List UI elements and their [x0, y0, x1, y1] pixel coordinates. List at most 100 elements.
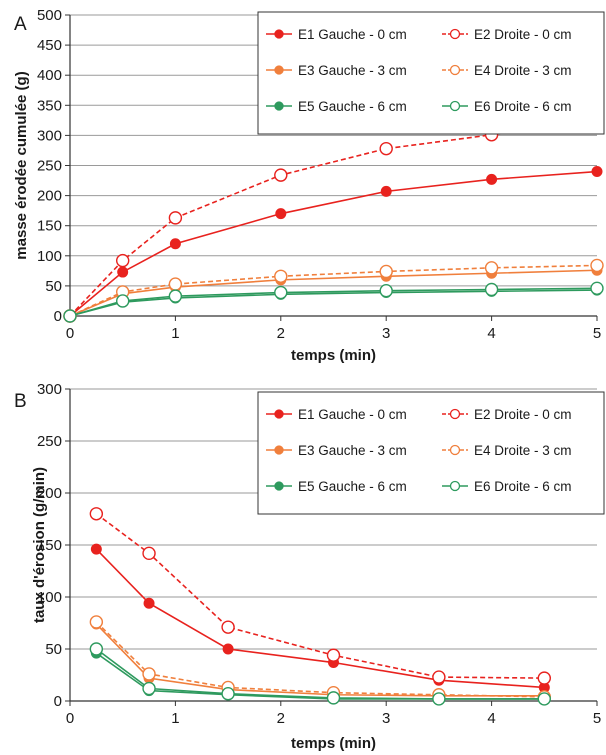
legend: E1 Gauche - 0 cm E2 Droite - 0 cm E3 Gauch… [257, 391, 605, 515]
data-point [168, 211, 183, 225]
legend: E1 Gauche - 0 cm E2 Droite - 0 cm E3 Gauch… [257, 11, 605, 135]
series-line [95, 623, 545, 697]
series-2 [89, 507, 551, 685]
y-tick-label: 100 [37, 589, 62, 606]
data-point [142, 546, 156, 561]
data-point [379, 264, 393, 279]
legend-entry: E6 Droite - 6 cm [442, 479, 572, 494]
legend-label: E6 Droite - 6 cm [474, 99, 572, 114]
y-tick-label: 250 [37, 433, 62, 450]
x-tick-label: 5 [593, 710, 601, 727]
series-line [95, 648, 545, 700]
y-tick-label: 200 [37, 188, 62, 205]
data-point [274, 168, 288, 182]
legend-label: E2 Droite - 0 cm [474, 407, 572, 422]
legend-entry: E2 Droite - 0 cm [442, 27, 572, 42]
data-point [222, 643, 234, 655]
y-tick-label: 150 [37, 218, 62, 235]
x-tick-label: 4 [487, 325, 495, 342]
data-point [221, 620, 235, 634]
x-tick-label: 4 [487, 710, 495, 727]
y-tick-label: 150 [37, 537, 62, 554]
data-point [274, 269, 288, 283]
y-tick-label: 200 [37, 485, 62, 502]
data-point [63, 309, 77, 323]
legend-marker [449, 100, 461, 112]
legend-label: E3 Gauche - 3 cm [298, 443, 407, 458]
data-point [168, 277, 183, 291]
legend-label: E2 Droite - 0 cm [474, 27, 572, 42]
legend-marker [449, 444, 461, 456]
y-tick-label: 50 [45, 278, 62, 295]
legend-label: E5 Gauche - 6 cm [298, 479, 407, 494]
data-point [142, 681, 156, 696]
data-point [484, 261, 499, 275]
series-line [69, 287, 598, 317]
data-point [143, 597, 155, 609]
legend-entry: E5 Gauche - 6 cm [266, 479, 407, 494]
legend-entry: E1 Gauche - 0 cm [266, 27, 407, 42]
legend-marker [449, 64, 461, 76]
x-tick-label: 3 [382, 325, 390, 342]
data-point [115, 253, 130, 268]
y-tick-label: 0 [54, 693, 62, 710]
series-line [69, 289, 598, 317]
data-point [379, 284, 393, 298]
y-tick-label: 300 [37, 381, 62, 398]
legend-label: E4 Droite - 3 cm [474, 443, 572, 458]
legend-entry: E1 Gauche - 0 cm [266, 407, 407, 422]
data-point [89, 507, 104, 521]
legend-entry: E4 Droite - 3 cm [442, 63, 572, 78]
y-axis-label: taux d'érosion (g/min) [31, 467, 48, 623]
series-1 [64, 166, 603, 322]
legend-box [257, 391, 605, 515]
series-line [95, 513, 545, 679]
x-axis-label: temps (min) [291, 735, 376, 752]
data-point [537, 671, 551, 685]
data-point [590, 258, 604, 273]
data-point [591, 166, 603, 178]
data-point [168, 289, 183, 303]
legend-label: E5 Gauche - 6 cm [298, 99, 407, 114]
data-point [590, 281, 604, 296]
series-line [69, 170, 598, 317]
data-point [221, 687, 235, 701]
legend-label: E4 Droite - 3 cm [474, 63, 572, 78]
legend-marker [274, 445, 284, 455]
y-tick-label: 300 [37, 127, 62, 144]
data-point [89, 642, 104, 656]
data-point [484, 282, 499, 297]
data-point [432, 692, 446, 706]
data-point [432, 670, 446, 684]
data-point [89, 615, 104, 629]
y-tick-label: 500 [37, 7, 62, 24]
legend-marker [274, 101, 284, 111]
panel-label: B [14, 391, 27, 412]
data-point [115, 294, 130, 308]
y-tick-label: 250 [37, 158, 62, 175]
legend-entry: E2 Droite - 0 cm [442, 407, 572, 422]
x-tick-label: 1 [171, 710, 179, 727]
data-point [326, 648, 341, 662]
legend-marker [274, 409, 284, 419]
data-point [90, 543, 102, 555]
series-6 [63, 281, 604, 323]
x-tick-label: 0 [66, 325, 74, 342]
legend-marker [274, 65, 284, 75]
legend-label: E3 Gauche - 3 cm [298, 63, 407, 78]
x-tick-label: 3 [382, 710, 390, 727]
chart-a: 0 50 100 150 200 250 300 350 400 450 500 0 1 2 3 4 5 Atem… [13, 7, 605, 364]
legend-label: E1 Gauche - 0 cm [298, 407, 407, 422]
legend-marker [449, 28, 461, 40]
legend-entry: E5 Gauche - 6 cm [266, 99, 407, 114]
legend-marker [274, 29, 284, 39]
legend-box [257, 11, 605, 135]
data-point [537, 692, 551, 706]
legend-label: E6 Droite - 6 cm [474, 479, 572, 494]
legend-entry: E3 Gauche - 3 cm [266, 63, 407, 78]
y-tick-label: 400 [37, 67, 62, 84]
x-axis-label: temps (min) [291, 347, 376, 364]
x-tick-label: 0 [66, 710, 74, 727]
